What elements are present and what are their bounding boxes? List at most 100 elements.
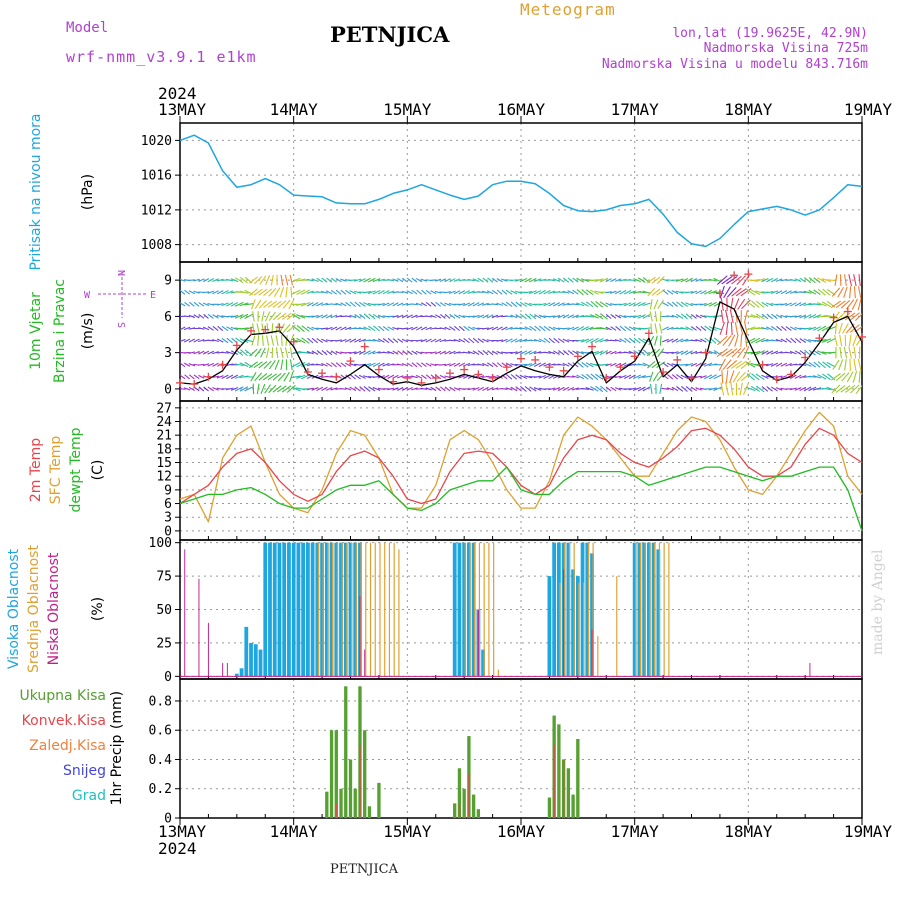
high-cloud-bar <box>282 542 287 677</box>
wind-arrow <box>472 314 480 318</box>
wind-arrow <box>529 386 537 392</box>
wind-arrow <box>387 290 395 294</box>
wind-arrow <box>838 322 843 335</box>
high-cloud-title: Visoka Oblacnost <box>6 548 22 669</box>
wind-arrow <box>434 290 442 294</box>
wind-arrow <box>363 375 372 379</box>
wind-arrow <box>430 351 437 354</box>
wind-arrow <box>306 326 314 331</box>
wind-arrow <box>642 313 651 319</box>
y-tick-label: 0 <box>164 670 172 685</box>
mid-cloud-bar <box>564 542 566 677</box>
wind-arrow <box>726 359 738 370</box>
wind-arrow <box>296 362 306 368</box>
wind-arrow <box>851 298 859 310</box>
wind-arrow <box>816 302 827 307</box>
wind-arrow <box>567 290 575 295</box>
wind-arrow <box>463 338 470 344</box>
wind-arrow <box>202 291 210 294</box>
high-cloud-bar <box>244 626 249 677</box>
wind-arrow <box>519 374 528 380</box>
wind-arrow <box>340 326 347 331</box>
wind-arrow <box>685 302 694 307</box>
wind-arrow <box>708 350 717 355</box>
wind-arrow <box>726 348 738 358</box>
wind-arrow <box>363 313 371 320</box>
wind-arrow <box>239 302 249 307</box>
temp-sfc-title: SFC Temp <box>48 436 64 505</box>
wind-arrow <box>835 300 846 309</box>
wind-arrow <box>202 350 210 355</box>
wind-arrow <box>411 326 418 331</box>
wind-arrow <box>831 384 841 394</box>
wind-arrow <box>834 322 838 335</box>
y-tick-label: 0.6 <box>149 724 172 739</box>
wind-arrow <box>654 335 658 346</box>
wind-arrow <box>270 274 274 286</box>
wind-speed-line <box>179 301 863 386</box>
wind-arrow <box>212 375 219 378</box>
wind-arrow <box>585 315 594 318</box>
wind-arrow <box>685 290 694 294</box>
wind-arrow <box>734 334 739 347</box>
wind-arrow <box>453 290 461 295</box>
wind-arrow <box>737 298 746 310</box>
wind-arrow <box>605 291 612 294</box>
wind-arrow <box>289 274 293 286</box>
high-cloud-bar <box>305 542 310 677</box>
wind-arrow <box>519 350 528 355</box>
bottom-day-label: 14MAY <box>270 822 319 841</box>
wind-arrow <box>291 325 301 332</box>
mid-cloud-title: Srednja Oblacnost <box>26 545 42 673</box>
wind-arrow <box>841 372 850 382</box>
wind-arrow <box>306 302 314 307</box>
wind-arrow <box>212 339 219 343</box>
wind-arrow <box>330 303 338 306</box>
precip-legend-item: Ukupna Kisa <box>19 688 106 704</box>
high-cloud-bar <box>310 542 315 677</box>
wind-arrow <box>180 362 186 368</box>
wind-arrow <box>589 327 599 330</box>
wind-arrow <box>425 338 432 343</box>
wind-arrow <box>377 278 385 282</box>
wind-arrow <box>680 374 689 380</box>
wind-arrow <box>755 290 766 295</box>
wind-arrow <box>453 278 461 282</box>
wind-arrow <box>444 375 451 379</box>
wind-arrow <box>486 339 494 342</box>
wind-arrow <box>202 302 210 307</box>
wind-arrow <box>590 337 599 344</box>
wind-arrow <box>387 315 395 318</box>
wind-arrow <box>472 387 480 391</box>
wind-arrow <box>857 358 862 371</box>
wind-arrow <box>397 314 404 319</box>
top-day-label: 13MAY <box>158 100 207 119</box>
wind-arrow <box>830 373 841 381</box>
wind-arrow <box>808 376 817 378</box>
wind-arrow <box>221 374 229 379</box>
wind-arrow <box>491 303 499 306</box>
wind-arrow <box>387 350 395 355</box>
low-cloud-bar <box>364 649 366 677</box>
wind-arrow <box>425 301 432 307</box>
wind-arrow <box>406 326 414 331</box>
wind-arrow <box>306 363 314 367</box>
wind-arrow <box>543 374 551 379</box>
wind-arrow <box>703 362 713 367</box>
wind-arrow <box>472 326 480 331</box>
wind-arrow <box>280 335 283 346</box>
wind-arrow <box>261 311 265 322</box>
high-cloud-bar <box>481 649 486 677</box>
mid-cloud-bar <box>474 542 476 677</box>
wind-arrow <box>434 338 442 343</box>
wind-arrow <box>813 314 822 319</box>
wind-arrow <box>572 289 579 295</box>
wind-arrow <box>680 385 688 392</box>
wind-arrow <box>735 288 747 297</box>
wind-arrow <box>274 359 280 370</box>
total-precip-bar <box>547 797 552 818</box>
wind-arrow <box>487 362 494 368</box>
wind-arrow <box>358 338 366 343</box>
wind-arrow <box>848 346 852 359</box>
wind-arrow <box>813 289 821 296</box>
